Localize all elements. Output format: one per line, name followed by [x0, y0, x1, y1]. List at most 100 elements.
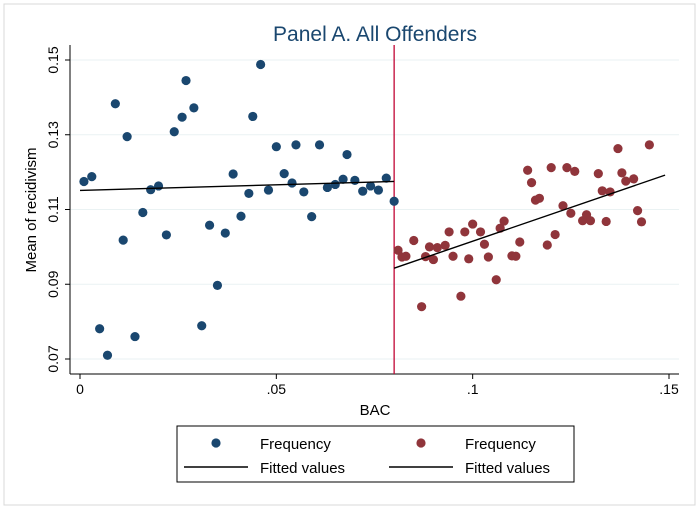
point-series-2 — [515, 237, 525, 247]
point-series-0 — [118, 235, 128, 245]
point-series-2 — [546, 163, 556, 173]
point-series-2 — [464, 254, 474, 264]
point-series-0 — [122, 132, 132, 142]
legend-label-series-0: Frequency — [260, 436, 331, 453]
point-series-0 — [197, 321, 207, 331]
x-tick-label: .05 — [267, 381, 287, 397]
point-series-2 — [499, 216, 509, 226]
x-axis-title: BAC — [360, 402, 391, 419]
point-series-2 — [566, 208, 576, 218]
point-series-0 — [244, 188, 254, 199]
point-series-0 — [350, 175, 360, 185]
point-series-0 — [381, 173, 391, 183]
legend-marker-series-2 — [416, 438, 426, 448]
point-series-2 — [401, 251, 411, 261]
point-series-2 — [550, 229, 560, 240]
point-series-2 — [475, 227, 486, 237]
point-series-2 — [479, 239, 490, 249]
legend-marker-series-0 — [211, 438, 221, 448]
point-series-2 — [601, 216, 611, 227]
point-series-0 — [169, 127, 179, 137]
y-axis-title: Mean of recidivism — [23, 147, 40, 272]
y-tick-label: 0.11 — [45, 196, 61, 222]
legend: Frequency Fitted values Frequency Fitted va… — [176, 425, 575, 483]
point-series-2 — [629, 174, 639, 184]
point-series-0 — [330, 179, 340, 190]
point-series-0 — [102, 350, 113, 360]
point-series-2 — [597, 186, 607, 196]
point-series-2 — [526, 177, 537, 188]
point-series-2 — [644, 140, 654, 150]
legend-label-series-1: Fitted values — [260, 460, 345, 477]
point-series-0 — [146, 185, 156, 195]
x-tick-label: .15 — [659, 381, 679, 397]
point-series-0 — [314, 140, 325, 150]
point-series-0 — [307, 212, 317, 222]
point-series-2 — [570, 166, 580, 176]
point-series-2 — [468, 219, 478, 229]
point-series-0 — [161, 230, 171, 240]
point-series-2 — [483, 252, 493, 262]
point-series-2 — [621, 176, 631, 186]
point-series-2 — [617, 168, 627, 178]
point-series-2 — [534, 193, 545, 203]
point-series-0 — [287, 178, 297, 188]
point-series-0 — [263, 185, 274, 195]
axes — [65, 45, 679, 379]
point-series-2 — [424, 242, 435, 252]
point-series-2 — [432, 243, 442, 253]
point-series-0 — [248, 111, 258, 122]
y-tick-label: 0.09 — [45, 270, 61, 297]
chart-title: Panel A. All Offenders — [273, 23, 477, 46]
point-series-2 — [409, 235, 419, 246]
tick-labels: 0.07 0.09 0.11 0.13 0.15 0 .05 .1 .15 — [45, 46, 679, 397]
point-series-0 — [389, 196, 399, 206]
point-series-0 — [153, 181, 164, 191]
point-series-0 — [342, 149, 352, 160]
point-series-2 — [393, 245, 403, 255]
point-series-0 — [358, 186, 368, 196]
point-series-0 — [79, 176, 89, 187]
point-series-2 — [542, 240, 552, 250]
point-series-2 — [632, 206, 643, 216]
point-series-2 — [558, 201, 568, 211]
legend-box — [176, 425, 575, 483]
point-series-0 — [177, 112, 187, 122]
point-series-0 — [322, 182, 332, 193]
point-series-0 — [256, 59, 266, 70]
point-series-0 — [279, 169, 289, 179]
point-series-2 — [585, 216, 596, 226]
point-series-2 — [523, 165, 533, 175]
point-series-2 — [440, 240, 450, 250]
y-tick-label: 0.13 — [45, 121, 61, 148]
chart-frame — [3, 3, 696, 506]
point-series-2 — [593, 169, 603, 179]
point-series-0 — [87, 172, 97, 182]
point-series-0 — [220, 228, 230, 238]
point-series-0 — [138, 207, 148, 218]
point-series-2 — [562, 163, 572, 173]
point-series-2 — [511, 251, 521, 261]
fitted-line-series-3 — [393, 174, 666, 269]
grid — [70, 59, 679, 360]
point-series-0 — [373, 185, 384, 195]
point-series-0 — [228, 169, 238, 179]
plot-marks — [79, 45, 666, 374]
point-series-0 — [365, 181, 376, 191]
fitted-line-series-1 — [79, 180, 395, 192]
point-series-2 — [491, 275, 501, 285]
x-tick-label: .1 — [467, 381, 479, 397]
point-series-0 — [212, 280, 223, 290]
legend-label-series-2: Frequency — [465, 436, 536, 453]
point-series-0 — [338, 174, 348, 184]
point-series-0 — [110, 99, 120, 109]
point-series-2 — [636, 217, 647, 227]
y-tick-label: 0.07 — [45, 345, 61, 372]
point-series-0 — [130, 331, 140, 342]
point-series-2 — [613, 143, 623, 154]
point-series-2 — [428, 254, 438, 265]
point-series-2 — [456, 291, 466, 301]
point-series-0 — [181, 75, 191, 86]
